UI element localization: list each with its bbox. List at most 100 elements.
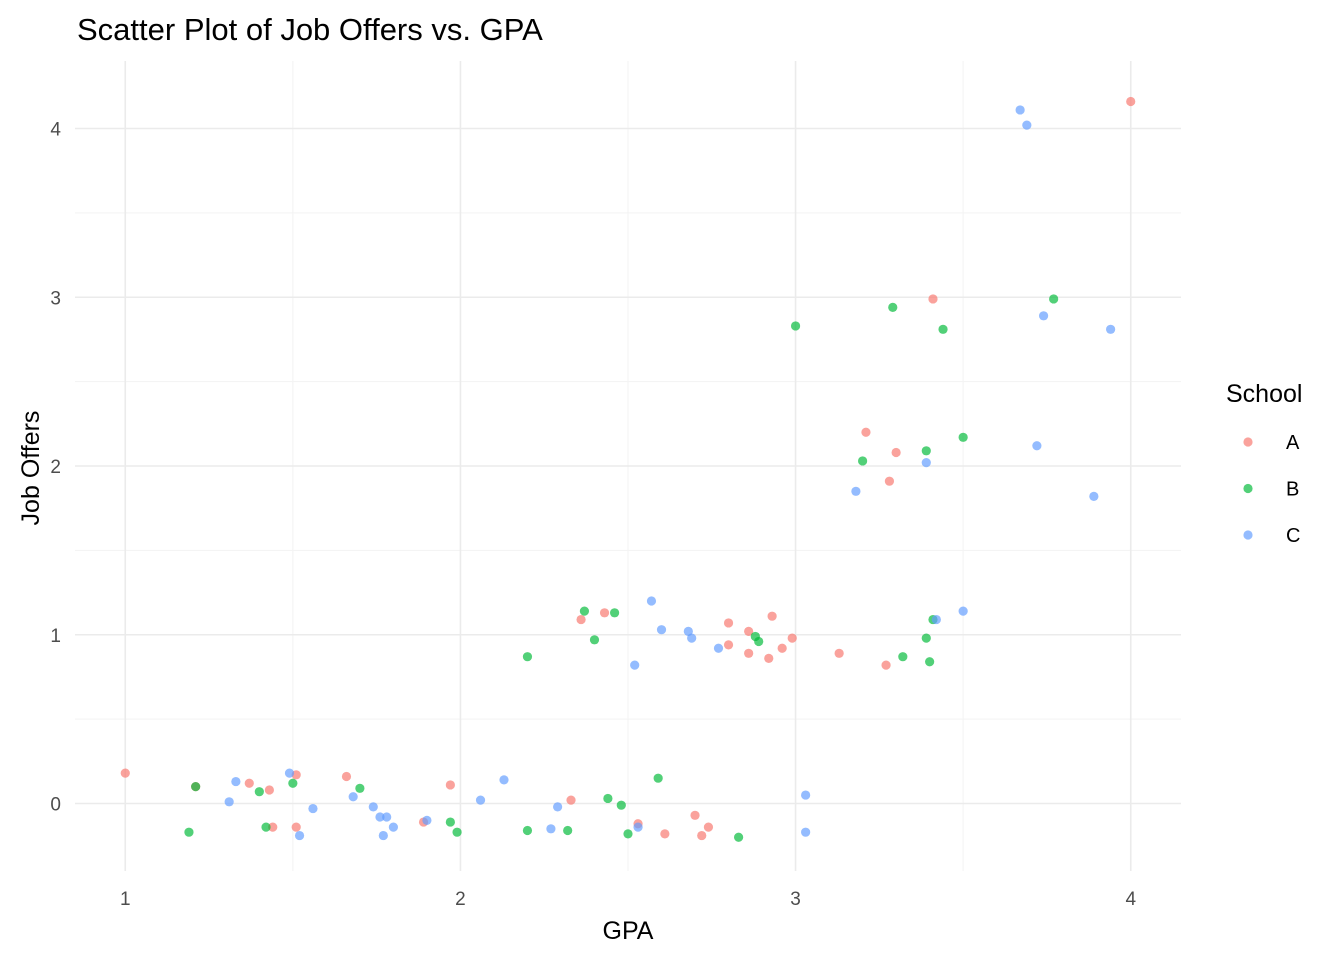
data-point-a bbox=[268, 822, 278, 832]
data-point-a bbox=[445, 780, 455, 790]
y-tick-label: 4 bbox=[50, 120, 61, 141]
x-tick-label: 4 bbox=[1125, 889, 1136, 910]
data-point-b bbox=[858, 456, 868, 466]
data-point-b bbox=[261, 822, 271, 832]
data-point-c bbox=[382, 812, 392, 822]
data-point-c bbox=[630, 660, 640, 670]
data-point-b bbox=[184, 827, 194, 837]
chart-title: Scatter Plot of Job Offers vs. GPA bbox=[77, 12, 543, 47]
data-point-a bbox=[660, 829, 670, 839]
data-point-a bbox=[690, 810, 700, 820]
data-point-c bbox=[958, 606, 968, 616]
data-point-b bbox=[790, 321, 801, 331]
data-point-b bbox=[288, 778, 298, 788]
data-point-c bbox=[378, 830, 388, 841]
data-point-c bbox=[553, 802, 563, 812]
data-point-c bbox=[1032, 441, 1042, 451]
legend-label-c: C bbox=[1286, 525, 1300, 547]
data-point-b bbox=[623, 829, 633, 839]
legend-label-a: A bbox=[1286, 432, 1300, 454]
major-gridlines bbox=[75, 61, 1181, 871]
data-point-a bbox=[834, 648, 844, 658]
x-tick-label: 2 bbox=[455, 889, 466, 910]
data-point-c bbox=[348, 792, 358, 802]
data-point-b bbox=[925, 657, 935, 667]
data-point-c bbox=[801, 790, 811, 800]
y-axis-ticks: 0 1 2 3 4 bbox=[50, 120, 61, 816]
data-point-b bbox=[734, 832, 744, 842]
legend: School A B C bbox=[1226, 380, 1302, 547]
data-point-a bbox=[884, 476, 895, 486]
data-point-c bbox=[294, 830, 305, 841]
legend-items: A B C bbox=[1243, 432, 1300, 547]
legend-key-a bbox=[1243, 437, 1253, 447]
y-tick-label: 2 bbox=[50, 457, 61, 478]
data-point-c bbox=[931, 614, 941, 625]
data-point-a bbox=[764, 653, 774, 663]
data-point-c bbox=[1022, 120, 1032, 130]
data-point-b bbox=[355, 783, 365, 793]
data-point-a bbox=[120, 768, 130, 778]
data-point-c bbox=[284, 768, 295, 778]
data-point-a bbox=[599, 608, 610, 618]
data-point-c bbox=[422, 815, 432, 825]
data-point-a bbox=[891, 447, 901, 458]
data-point-a bbox=[881, 660, 891, 670]
legend-key-b bbox=[1243, 483, 1253, 494]
data-point-c bbox=[851, 486, 861, 496]
data-point-c bbox=[368, 802, 378, 812]
data-point-b bbox=[191, 782, 201, 792]
data-point-b bbox=[522, 652, 533, 662]
data-point-c bbox=[1015, 105, 1025, 115]
data-point-b bbox=[445, 817, 455, 827]
legend-label-b: B bbox=[1286, 479, 1299, 501]
data-point-a bbox=[264, 785, 274, 795]
data-point-a bbox=[744, 626, 754, 636]
data-point-b bbox=[579, 606, 590, 616]
data-point-b bbox=[522, 825, 533, 836]
data-point-a bbox=[777, 643, 787, 653]
data-point-c bbox=[713, 643, 724, 653]
data-point-b bbox=[452, 827, 462, 837]
data-point-a bbox=[576, 614, 586, 625]
minor-gridlines bbox=[75, 61, 1181, 871]
data-point-c bbox=[308, 803, 318, 814]
data-point-c bbox=[224, 797, 234, 807]
data-point-b bbox=[958, 432, 968, 442]
data-point-c bbox=[656, 625, 667, 635]
data-point-c bbox=[375, 812, 385, 822]
x-axis-title: GPA bbox=[603, 917, 654, 945]
data-point-b bbox=[921, 633, 931, 643]
data-point-a bbox=[566, 795, 576, 805]
data-point-a bbox=[697, 830, 707, 841]
data-point-b bbox=[616, 800, 626, 810]
data-point-c bbox=[646, 596, 657, 606]
data-point-a bbox=[244, 778, 254, 788]
x-tick-label: 1 bbox=[120, 889, 131, 910]
data-point-c bbox=[475, 795, 486, 805]
data-point-a bbox=[767, 611, 777, 621]
y-tick-label: 3 bbox=[50, 288, 61, 309]
data-point-a bbox=[703, 822, 714, 832]
data-point-c bbox=[687, 633, 697, 643]
data-point-b bbox=[609, 608, 620, 618]
x-axis-ticks: 1 2 3 4 bbox=[120, 889, 1136, 910]
data-point-b bbox=[921, 446, 931, 456]
data-point-b bbox=[754, 636, 764, 647]
data-point-c bbox=[1089, 491, 1099, 501]
data-point-c bbox=[801, 827, 811, 837]
y-axis-title: Job Offers bbox=[17, 411, 45, 526]
data-point-b bbox=[254, 787, 264, 797]
data-point-a bbox=[861, 427, 871, 437]
data-point-c bbox=[499, 775, 509, 785]
y-tick-label: 1 bbox=[50, 626, 61, 647]
data-point-a bbox=[291, 822, 301, 832]
data-point-a bbox=[1126, 96, 1136, 107]
data-point-a bbox=[787, 633, 797, 643]
data-point-b bbox=[938, 324, 948, 334]
data-point-b bbox=[653, 773, 663, 783]
data-point-a bbox=[744, 648, 754, 658]
legend-key-c bbox=[1243, 530, 1253, 540]
data-point-b bbox=[563, 825, 573, 836]
